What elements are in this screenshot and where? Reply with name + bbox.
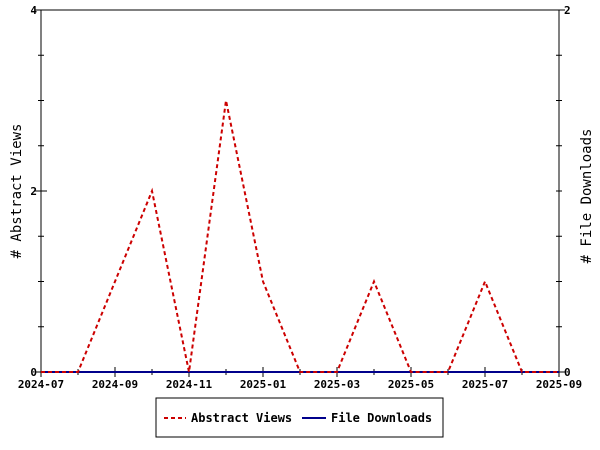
x-tick-label: 2024-11 [166,378,213,391]
legend: Abstract Views File Downloads [155,397,444,438]
y-tick-label: 2 [30,185,37,198]
plot-area [40,9,560,373]
legend-label-file-downloads: File Downloads [331,411,432,425]
y-tick-label: 0 [30,366,37,379]
x-tick-label: 2025-09 [536,378,582,391]
series-line-abstract-views [41,100,559,373]
y-tick-label: 4 [30,4,37,17]
series-layer [41,100,559,373]
y-axis-title-right: # File Downloads [579,129,595,264]
x-axis: 2024-07 2024-09 2024-11 2025-01 2025-03 2025-… [18,367,582,391]
y-axis-title-left: # Abstract Views [9,124,25,259]
y2-tick-label: 2 [564,4,571,17]
x-tick-label: 2024-07 [18,378,64,391]
legend-label-abstract-views: Abstract Views [191,411,292,425]
x-tick-label: 2025-01 [240,378,287,391]
legend-box [155,397,444,438]
x-tick-label: 2024-09 [92,378,138,391]
x-tick-label: 2025-03 [314,378,360,391]
y2-tick-label: 0 [564,366,571,379]
x-tick-label: 2025-07 [462,378,508,391]
x-tick-label: 2025-05 [388,378,434,391]
